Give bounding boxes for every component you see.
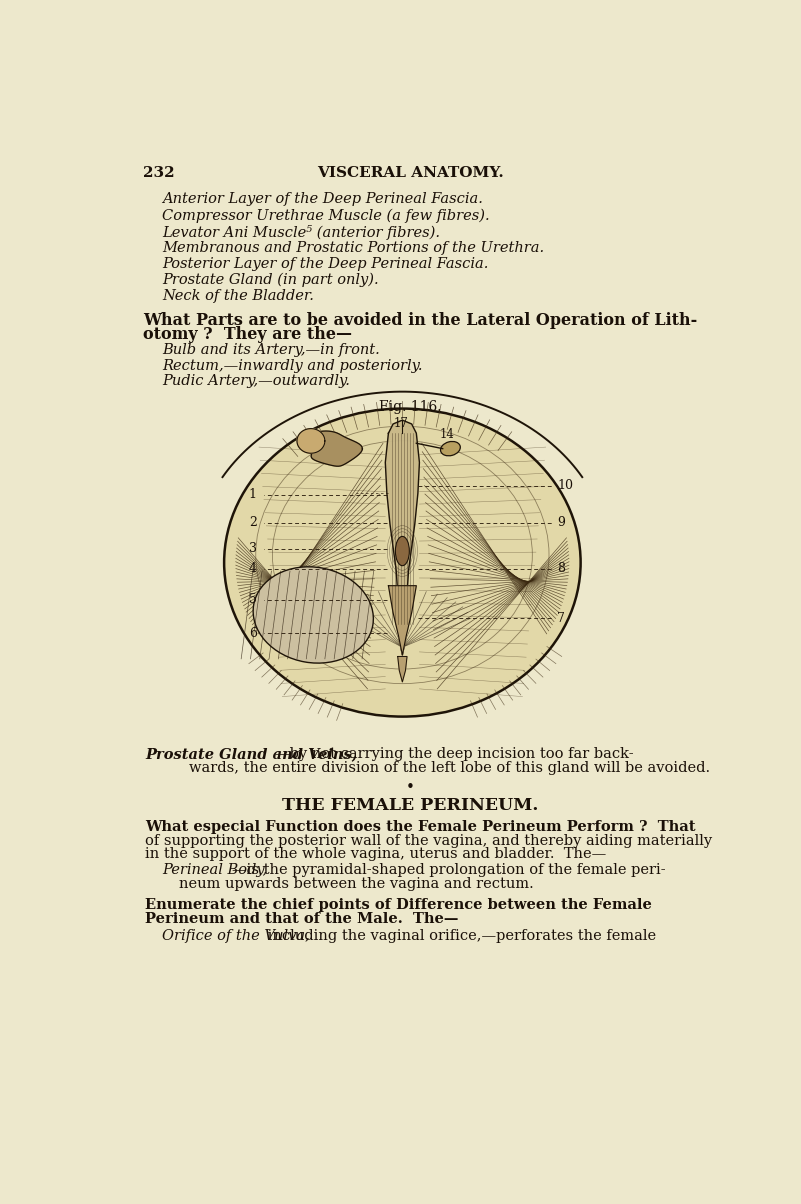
Text: 8: 8 (557, 562, 566, 576)
Text: in the support of the whole vagina, uterus and bladder.  The—: in the support of the whole vagina, uter… (145, 848, 606, 862)
Text: 7: 7 (557, 612, 566, 625)
Text: 5: 5 (249, 594, 256, 606)
Text: Pudic Artery,—outwardly.: Pudic Artery,—outwardly. (162, 374, 350, 388)
Text: Perineum and that of the Male.  The—: Perineum and that of the Male. The— (145, 913, 458, 926)
Text: Levator Ani Muscle⁵ (anterior fibres).: Levator Ani Muscle⁵ (anterior fibres). (162, 225, 440, 240)
Text: 17: 17 (393, 417, 409, 430)
Text: Posterior Layer of the Deep Perineal Fascia.: Posterior Layer of the Deep Perineal Fas… (162, 256, 489, 271)
Text: Prostate Gland (in part only).: Prostate Gland (in part only). (162, 273, 379, 288)
Text: 2: 2 (249, 517, 256, 529)
Text: 14: 14 (440, 427, 455, 441)
Text: neum upwards between the vagina and rectum.: neum upwards between the vagina and rect… (179, 877, 534, 891)
Polygon shape (398, 656, 407, 681)
Text: of supporting the posterior wall of the vagina, and thereby aiding materially: of supporting the posterior wall of the … (145, 833, 712, 848)
Text: 1: 1 (248, 489, 256, 501)
Polygon shape (385, 420, 420, 655)
Polygon shape (297, 429, 325, 453)
Ellipse shape (253, 567, 373, 663)
Text: Prostate Gland and Veins,: Prostate Gland and Veins, (145, 748, 357, 761)
Text: Bulb and its Artery,—in front.: Bulb and its Artery,—in front. (162, 343, 380, 358)
Text: 3: 3 (248, 542, 256, 555)
Text: VISCERAL ANATOMY.: VISCERAL ANATOMY. (316, 166, 504, 181)
Text: Perineal Body,: Perineal Body, (162, 863, 268, 877)
Text: What Parts are to be avoided in the Lateral Operation of Lith-: What Parts are to be avoided in the Late… (143, 312, 697, 329)
Text: Membranous and Prostatic Portions of the Urethra.: Membranous and Prostatic Portions of the… (162, 241, 544, 255)
Text: 6: 6 (248, 627, 256, 641)
Text: otomy ?  They are the—: otomy ? They are the— (143, 326, 352, 343)
Text: —is the pyramidal-shaped prolongation of the female peri-: —is the pyramidal-shaped prolongation of… (231, 863, 666, 877)
Text: 232: 232 (143, 166, 175, 181)
Text: •: • (405, 780, 415, 795)
Text: Rectum,—inwardly and posteriorly.: Rectum,—inwardly and posteriorly. (162, 359, 423, 372)
Text: —by not carrying the deep incision too far back-: —by not carrying the deep incision too f… (276, 748, 634, 761)
Text: Compressor Urethrae Muscle (a few fibres).: Compressor Urethrae Muscle (a few fibres… (162, 208, 489, 223)
Ellipse shape (396, 537, 409, 566)
Text: THE FEMALE PERINEUM.: THE FEMALE PERINEUM. (282, 797, 538, 814)
Text: 9: 9 (557, 517, 566, 529)
Text: Enumerate the chief points of Difference between the Female: Enumerate the chief points of Difference… (145, 898, 652, 913)
Polygon shape (312, 431, 362, 466)
Text: wards, the entire division of the left lobe of this gland will be avoided.: wards, the entire division of the left l… (189, 761, 710, 775)
Text: 4: 4 (248, 562, 256, 576)
Text: Fig. 116.: Fig. 116. (379, 400, 441, 414)
Polygon shape (388, 585, 417, 655)
Text: including the vaginal orifice,—perforates the female: including the vaginal orifice,—perforate… (263, 929, 656, 943)
Ellipse shape (224, 408, 581, 716)
Ellipse shape (441, 442, 461, 456)
Text: What especial Function does the Female Perineum Perform ?  That: What especial Function does the Female P… (145, 820, 695, 833)
Text: Orifice of the Vulva,: Orifice of the Vulva, (162, 929, 310, 943)
Text: 10: 10 (557, 479, 574, 492)
Text: Neck of the Bladder.: Neck of the Bladder. (162, 289, 314, 303)
Text: Anterior Layer of the Deep Perineal Fascia.: Anterior Layer of the Deep Perineal Fasc… (162, 193, 483, 206)
